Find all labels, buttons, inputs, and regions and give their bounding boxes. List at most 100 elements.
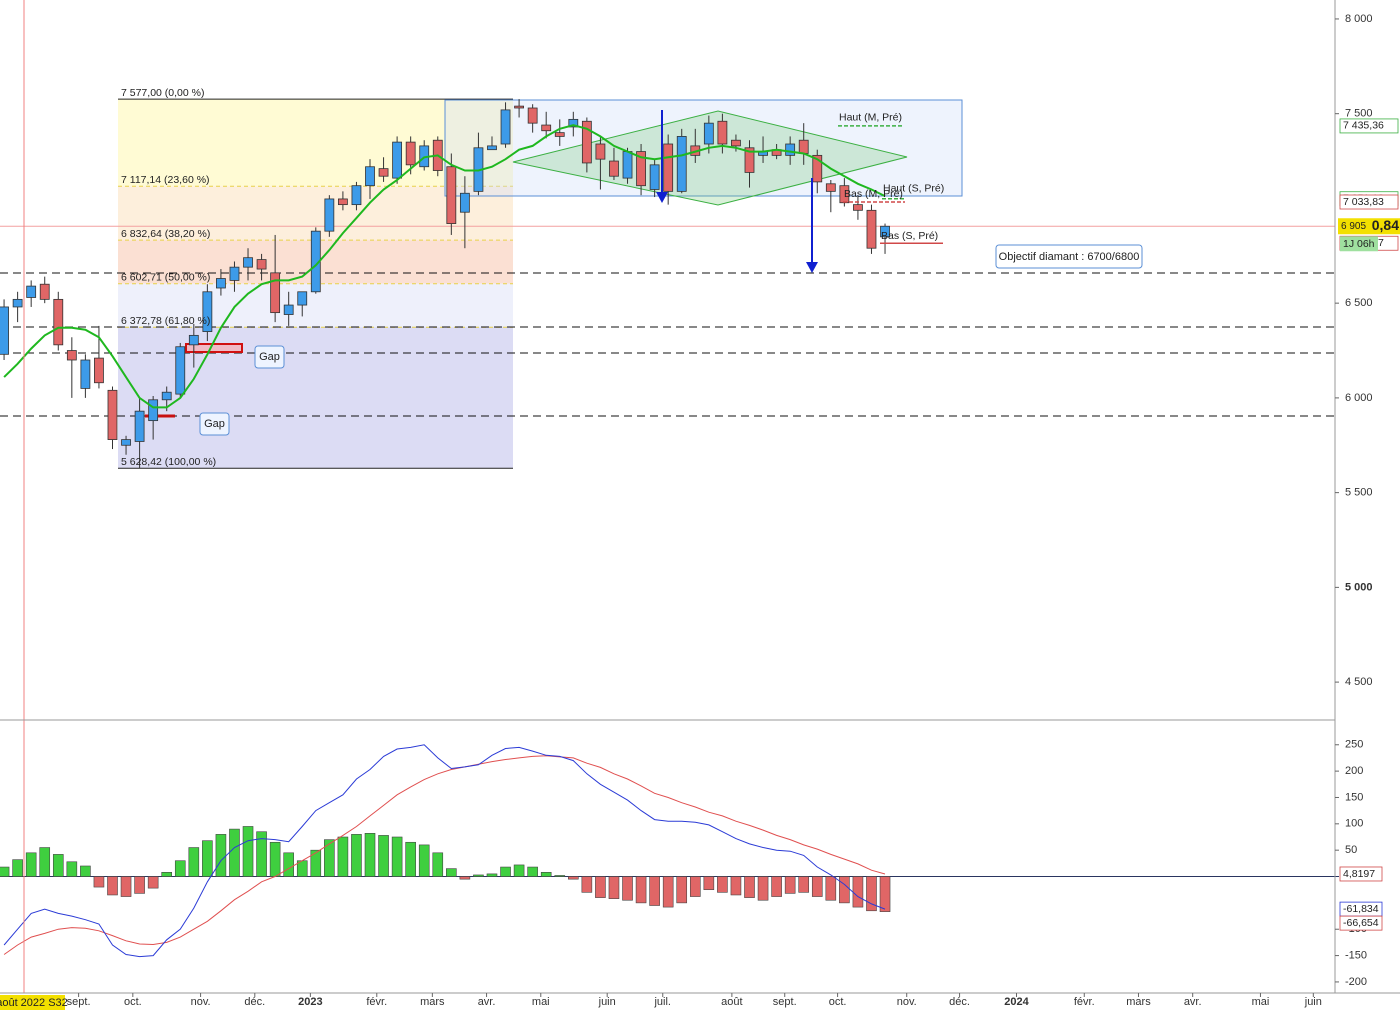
histogram-bar (486, 873, 498, 877)
histogram-bar (107, 876, 118, 896)
candle-body (405, 141, 416, 166)
histogram-bar (500, 866, 511, 877)
y-tick-label: 100 (1345, 818, 1363, 830)
candle-body (283, 304, 294, 315)
candle-body (202, 291, 213, 332)
candle-body (188, 334, 199, 346)
candle-body (66, 350, 77, 361)
x-tick-label: mars (1126, 996, 1151, 1008)
histogram-bar (66, 861, 78, 877)
candle-body (229, 266, 240, 281)
histogram-bar (242, 826, 254, 877)
histogram-bar (39, 847, 51, 877)
histogram-bar (676, 876, 688, 904)
fibo-label: 7 577,00 (0,00 %) (121, 87, 204, 99)
y-tick-label: -150 (1345, 949, 1367, 961)
histogram-bar (595, 876, 606, 898)
histogram-bar (12, 859, 23, 877)
arrow-head (806, 262, 818, 273)
histogram-bar (337, 836, 349, 877)
histogram-bar (310, 849, 322, 877)
fibo-label: 5 628,42 (100,00 %) (121, 456, 216, 468)
candle-body (703, 122, 714, 145)
histogram-bar (622, 876, 633, 901)
x-tick-label: avr. (1184, 996, 1202, 1008)
pivot-axis-label: 7 435,36 (1343, 120, 1384, 132)
candle-body (541, 124, 552, 132)
gap-label: Gap (259, 351, 280, 363)
candle-body (107, 389, 118, 440)
arrow-head (656, 192, 668, 203)
gap-label: Gap (204, 418, 225, 430)
diamond-pattern (512, 110, 908, 206)
y-tick-label: 150 (1345, 791, 1363, 803)
current-price-decimals: 0,84 (1372, 217, 1399, 233)
y-tick-label: 50 (1345, 844, 1357, 856)
histogram-bar (635, 876, 647, 904)
candle-body (622, 151, 633, 179)
histogram-bar (730, 876, 742, 896)
candle-body (270, 272, 281, 314)
histogram-bar (174, 860, 186, 877)
current-price-label: 6 905 (1341, 221, 1366, 232)
histogram-bar (689, 876, 701, 897)
y-tick-label: -200 (1345, 976, 1367, 988)
macd-line (3, 744, 886, 958)
pivot-axis-label: 7 033,83 (1343, 196, 1384, 208)
period-label: août 2022 S32 (0, 997, 68, 1009)
histogram-bar (662, 876, 674, 908)
candle-body (216, 278, 226, 289)
candle-body (880, 225, 890, 238)
candle-body (636, 151, 646, 187)
histogram-bar (52, 854, 64, 877)
x-tick-label: juin (598, 996, 616, 1008)
signal-line (3, 755, 886, 955)
histogram-bar (256, 831, 267, 877)
x-tick-label: mai (532, 996, 550, 1008)
histogram-bar (513, 864, 525, 877)
y-tick-label: 8 000 (1345, 13, 1373, 25)
candle-body (717, 120, 728, 145)
x-tick-label: févr. (366, 996, 387, 1008)
histogram-bar (25, 852, 37, 877)
histogram-bar (446, 868, 457, 877)
candle-body (12, 298, 23, 308)
histogram-bar (80, 865, 91, 877)
last-value-label: -66,654 (1343, 917, 1379, 929)
candle-body (866, 209, 877, 249)
timer-label: 1J 06h (1343, 238, 1375, 250)
candle-body (812, 154, 823, 183)
pivot-name: Haut (M, Pré) (839, 112, 902, 124)
y-tick-label: 5 500 (1345, 487, 1373, 499)
candle-body (134, 410, 145, 442)
histogram-bar (432, 852, 444, 877)
x-tick-label: avr. (478, 996, 496, 1008)
candle-body (568, 118, 579, 128)
x-tick-label: déc. (949, 996, 970, 1008)
x-tick-label: nov. (897, 996, 917, 1008)
candle-body (554, 132, 565, 137)
x-tick-label: 2024 (1004, 996, 1029, 1008)
histogram-bar (351, 834, 362, 877)
last-value-box (1339, 866, 1383, 882)
y-tick-label: 200 (1345, 765, 1363, 777)
y-tick-label: 4 500 (1345, 676, 1373, 688)
histogram-bar (744, 876, 755, 898)
histogram-bar (798, 876, 810, 893)
x-tick-label: sept. (67, 996, 91, 1008)
candle-body (798, 139, 809, 154)
histogram-bar (229, 828, 240, 877)
candle-body (676, 136, 687, 192)
candle-body (595, 143, 606, 160)
candle-body (446, 166, 457, 224)
price-marks (0, 99, 1339, 958)
x-tick-label: nov. (191, 996, 211, 1008)
histogram-bar (364, 833, 376, 877)
candle-body (609, 160, 619, 177)
histogram-bar (202, 840, 213, 877)
gap-zone (185, 343, 243, 353)
histogram-bar (120, 876, 132, 897)
histogram-bar (703, 876, 715, 891)
candle-body (324, 198, 335, 232)
